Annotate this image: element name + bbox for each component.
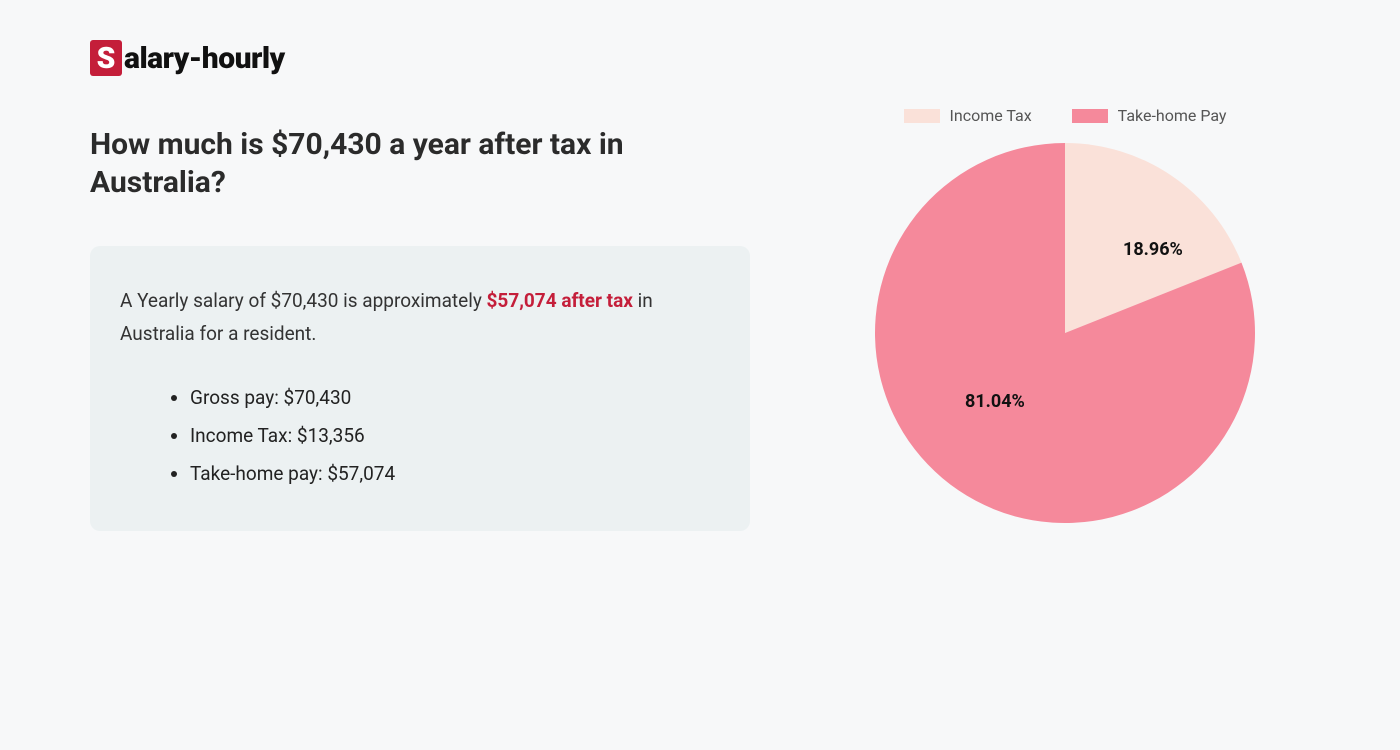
legend-label-income-tax: Income Tax (950, 106, 1032, 125)
chart-legend: Income Tax Take-home Pay (904, 106, 1227, 125)
pie-label-income-tax: 18.96% (1123, 239, 1183, 260)
legend-label-take-home: Take-home Pay (1118, 106, 1227, 125)
legend-swatch-income-tax (904, 109, 940, 123)
chart-column: Income Tax Take-home Pay 18.96% 81.04% (810, 106, 1320, 523)
bullet-income-tax: Income Tax: $13,356 (190, 417, 720, 455)
summary-prefix: A Yearly salary of $70,430 is approximat… (120, 289, 487, 312)
summary-box: A Yearly salary of $70,430 is approximat… (90, 246, 750, 531)
main-content: How much is $70,430 a year after tax in … (90, 126, 1320, 531)
bullet-gross-pay: Gross pay: $70,430 (190, 379, 720, 417)
site-logo: Salary-hourly (90, 40, 1320, 76)
pie-label-take-home: 81.04% (965, 391, 1025, 412)
logo-badge: S (90, 40, 122, 76)
left-column: How much is $70,430 a year after tax in … (90, 126, 750, 531)
bullet-take-home: Take-home pay: $57,074 (190, 455, 720, 493)
legend-item-take-home: Take-home Pay (1072, 106, 1227, 125)
pie-svg (875, 143, 1255, 523)
logo-text: alary-hourly (124, 41, 285, 76)
summary-text: A Yearly salary of $70,430 is approximat… (120, 284, 720, 351)
legend-swatch-take-home (1072, 109, 1108, 123)
summary-bullets: Gross pay: $70,430 Income Tax: $13,356 T… (120, 379, 720, 493)
pie-chart: 18.96% 81.04% (875, 143, 1255, 523)
page-title: How much is $70,430 a year after tax in … (90, 126, 750, 201)
summary-highlight: $57,074 after tax (487, 289, 633, 312)
legend-item-income-tax: Income Tax (904, 106, 1032, 125)
